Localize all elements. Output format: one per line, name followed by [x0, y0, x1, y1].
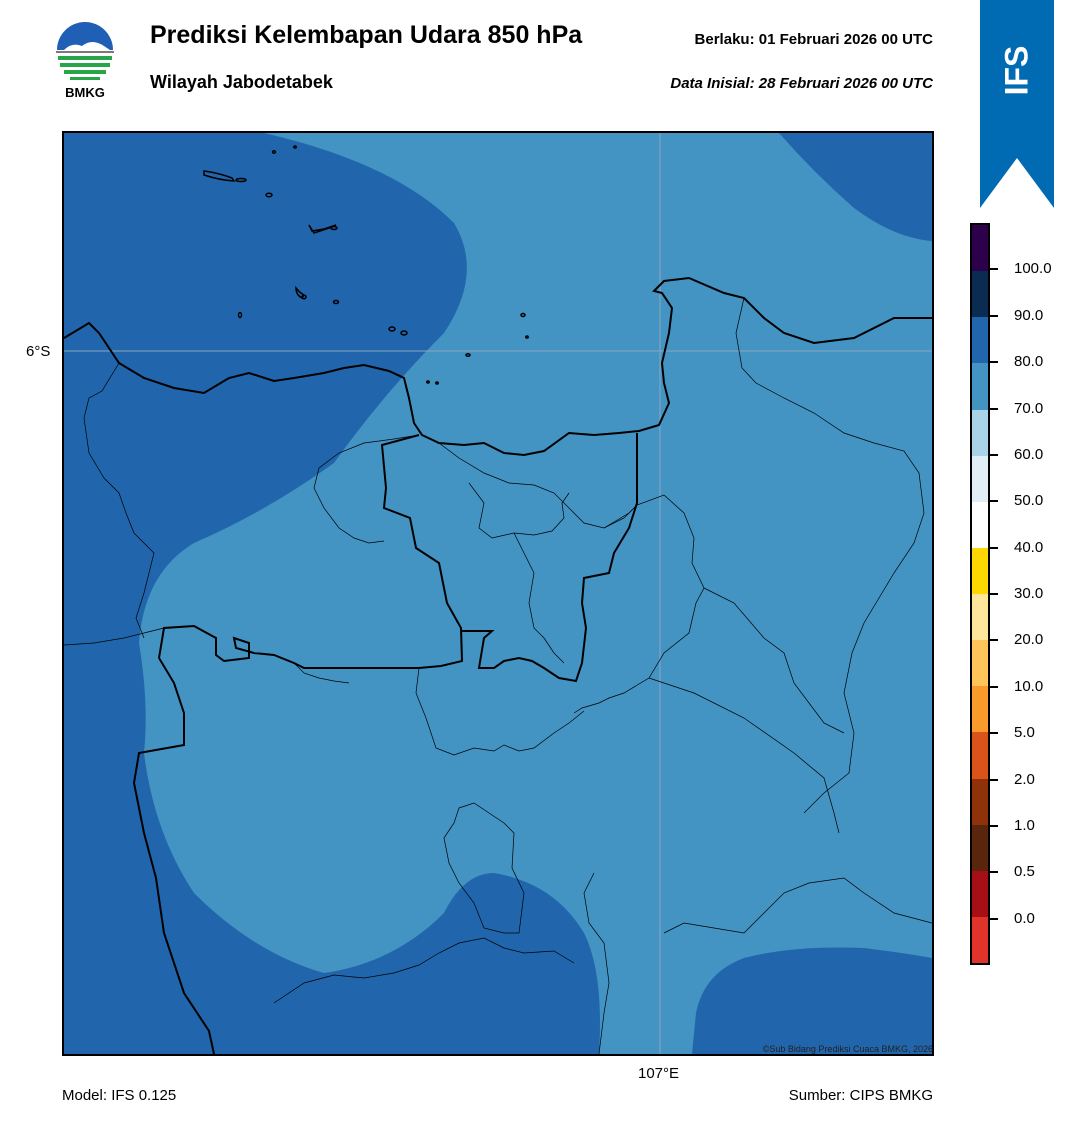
- source-label: Sumber: CIPS BMKG: [788, 1087, 933, 1104]
- colorbar-label: 0.5: [1014, 863, 1035, 881]
- colorbar-label: 1.0: [1014, 816, 1035, 834]
- bmkg-logo: [52, 20, 118, 104]
- colorbar: [970, 223, 990, 965]
- colorbar-segment-2: [972, 317, 988, 364]
- colorbar-segment-0: [972, 225, 988, 272]
- colorbar-segment-8: [972, 594, 988, 641]
- logo-text: BMKG: [65, 85, 105, 100]
- colorbar-tick: [990, 500, 998, 503]
- colorbar-label: 0.0: [1014, 909, 1035, 927]
- model-label: Model: IFS 0.125: [62, 1087, 177, 1104]
- colorbar-tick: [990, 917, 998, 920]
- coastline-java-north: [64, 276, 932, 457]
- colorbar-tick: [990, 778, 998, 781]
- colorbar-label: 60.0: [1014, 445, 1044, 463]
- colorbar-segment-9: [972, 640, 988, 687]
- colorbar-segment-14: [972, 870, 988, 917]
- colorbar-segment-10: [972, 686, 988, 733]
- humidity-map: [64, 133, 932, 1054]
- valid-time: Berlaku: 01 Februari 2026 00 UTC: [694, 31, 933, 48]
- humidity-zone-80-90-southeast: [692, 947, 932, 1054]
- init-time: Data Inisial: 28 Februari 2026 00 UTC: [670, 75, 933, 92]
- colorbar-label: 20.0: [1014, 631, 1044, 649]
- thousand-islands: [203, 145, 529, 385]
- ifs-badge: IFS: [980, 40, 1054, 100]
- colorbar-segment-7: [972, 547, 988, 594]
- colorbar-tick: [990, 546, 998, 549]
- colorbar-segment-15: [972, 916, 988, 963]
- colorbar-segment-6: [972, 501, 988, 548]
- province-border-banten: [132, 657, 215, 1054]
- colorbar-label: 5.0: [1014, 724, 1035, 742]
- humidity-zone-80-90-northwest: [64, 133, 600, 1054]
- colorbar-tick: [990, 593, 998, 595]
- province-border-jakarta: [158, 434, 464, 669]
- colorbar-label: 40.0: [1014, 538, 1044, 556]
- ifs-banner-icon: [980, 0, 1054, 208]
- colorbar-label: 100.0: [1014, 260, 1052, 278]
- colorbar-segment-1: [972, 271, 988, 318]
- region-subtitle: Wilayah Jabodetabek: [150, 72, 333, 92]
- map-title: Prediksi Kelembapan Udara 850 hPa: [150, 21, 583, 49]
- map-panel[interactable]: [62, 131, 934, 1056]
- colorbar-tick: [990, 732, 998, 735]
- colorbar-segment-3: [972, 363, 988, 410]
- colorbar-tick: [990, 407, 998, 410]
- colorbar-label: 2.0: [1014, 770, 1035, 788]
- regency-borders: [64, 297, 932, 1054]
- colorbar-tick: [990, 639, 998, 642]
- province-border-jabar-east: [462, 433, 638, 683]
- ifs-badge-text: IFS: [998, 45, 1035, 95]
- colorbar-tick: [990, 314, 998, 317]
- colorbar-segment-11: [972, 732, 988, 779]
- colorbar-tick: [990, 685, 998, 688]
- colorbar-tick: [990, 453, 998, 456]
- colorbar-label: 50.0: [1014, 492, 1044, 510]
- colorbar-segment-12: [972, 778, 988, 825]
- colorbar-tick: [990, 824, 998, 827]
- colorbar-segment-5: [972, 455, 988, 502]
- colorbar-segment-4: [972, 409, 988, 456]
- copyright-text: ©Sub Bidang Prediksi Cuaca BMKG, 2026: [762, 1044, 933, 1054]
- longitude-label: 107°E: [638, 1065, 680, 1082]
- colorbar-tick: [990, 268, 998, 271]
- colorbar-label: 10.0: [1014, 677, 1044, 695]
- colorbar-tick: [990, 361, 998, 364]
- colorbar-label: 30.0: [1014, 585, 1044, 602]
- humidity-zone-80-90-northeast: [779, 133, 932, 241]
- colorbar-tick: [990, 871, 998, 874]
- latitude-label: 6°S: [26, 343, 51, 360]
- colorbar-label: 70.0: [1014, 399, 1044, 417]
- colorbar-label: 80.0: [1014, 353, 1044, 371]
- colorbar-segment-13: [972, 824, 988, 871]
- colorbar-label: 90.0: [1014, 306, 1044, 324]
